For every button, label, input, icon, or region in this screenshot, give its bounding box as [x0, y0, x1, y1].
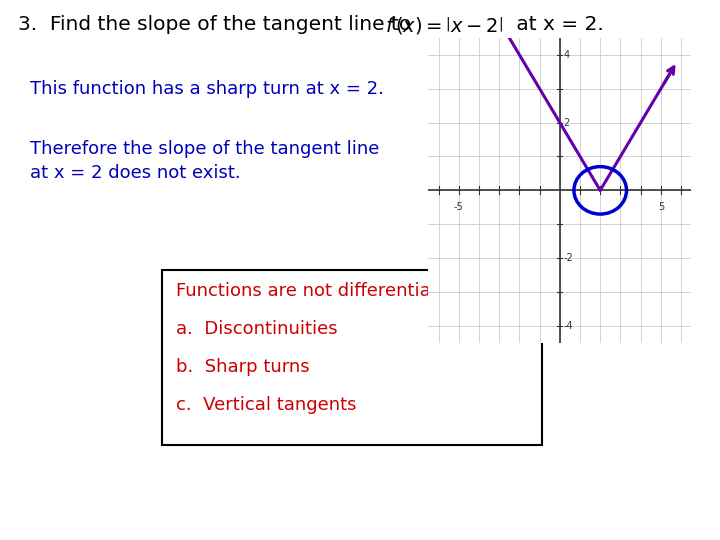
- Text: -2: -2: [564, 253, 573, 263]
- Text: b.  Sharp turns: b. Sharp turns: [176, 358, 310, 376]
- Text: at x = 2 does not exist.: at x = 2 does not exist.: [30, 164, 240, 182]
- Text: -5: -5: [454, 202, 464, 212]
- Text: a.  Discontinuities: a. Discontinuities: [176, 320, 338, 338]
- Text: c.  Vertical tangents: c. Vertical tangents: [176, 396, 356, 414]
- Text: 3.  Find the slope of the tangent line to: 3. Find the slope of the tangent line to: [18, 15, 418, 34]
- Text: -4: -4: [564, 321, 573, 331]
- Text: $f\,(x)=\left|x-2\right|$: $f\,(x)=\left|x-2\right|$: [385, 15, 503, 36]
- Text: 5: 5: [658, 202, 664, 212]
- FancyBboxPatch shape: [162, 270, 542, 445]
- Text: 4: 4: [564, 50, 570, 60]
- Text: This function has a sharp turn at x = 2.: This function has a sharp turn at x = 2.: [30, 80, 384, 98]
- Text: Therefore the slope of the tangent line: Therefore the slope of the tangent line: [30, 140, 379, 158]
- Text: at x = 2.: at x = 2.: [510, 15, 604, 34]
- Text: 2: 2: [564, 118, 570, 127]
- Text: Functions are not differentiable at: Functions are not differentiable at: [176, 282, 482, 300]
